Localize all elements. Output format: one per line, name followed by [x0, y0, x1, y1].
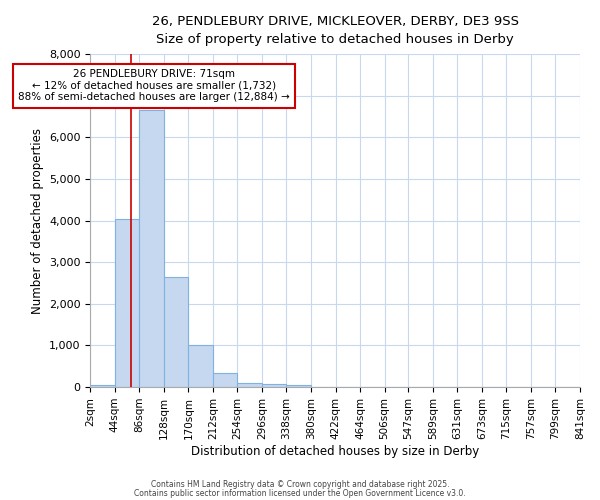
Bar — [139, 110, 164, 387]
Bar — [115, 218, 139, 387]
Bar — [91, 385, 115, 387]
Text: 26 PENDLEBURY DRIVE: 71sqm
← 12% of detached houses are smaller (1,732)
88% of s: 26 PENDLEBURY DRIVE: 71sqm ← 12% of deta… — [18, 69, 290, 102]
Y-axis label: Number of detached properties: Number of detached properties — [31, 128, 44, 314]
Bar — [286, 385, 311, 387]
Text: Contains public sector information licensed under the Open Government Licence v3: Contains public sector information licen… — [134, 489, 466, 498]
Bar — [213, 374, 238, 387]
Bar — [238, 383, 262, 387]
Bar — [188, 346, 213, 387]
Title: 26, PENDLEBURY DRIVE, MICKLEOVER, DERBY, DE3 9SS
Size of property relative to de: 26, PENDLEBURY DRIVE, MICKLEOVER, DERBY,… — [152, 15, 519, 46]
Text: Contains HM Land Registry data © Crown copyright and database right 2025.: Contains HM Land Registry data © Crown c… — [151, 480, 449, 489]
Bar — [262, 384, 286, 387]
Bar — [164, 277, 188, 387]
X-axis label: Distribution of detached houses by size in Derby: Distribution of detached houses by size … — [191, 444, 479, 458]
